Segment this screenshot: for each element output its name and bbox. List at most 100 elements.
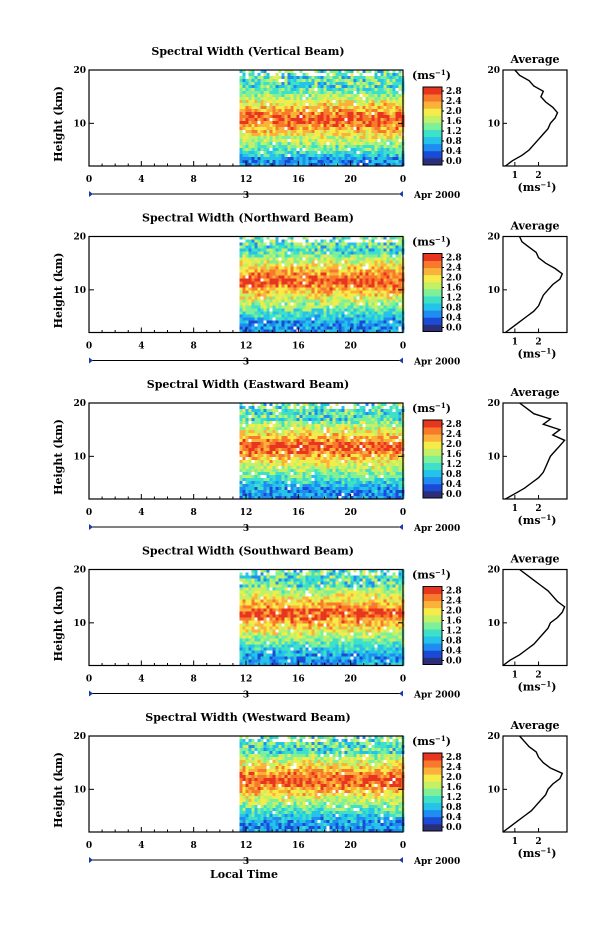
heatmap-cell	[275, 94, 279, 97]
heatmap-cell	[383, 284, 387, 288]
heatmap-cell	[320, 133, 324, 136]
heatmap-cell	[269, 475, 273, 478]
heatmap-cell	[326, 403, 330, 406]
heatmap-cell	[275, 490, 279, 493]
heatmap-cell	[239, 121, 243, 124]
heatmap-cell	[320, 490, 324, 493]
heatmap-cell	[359, 290, 363, 294]
heatmap-cell	[281, 427, 285, 430]
heatmap-cell	[257, 118, 261, 121]
heatmap-cell	[266, 421, 270, 424]
heatmap-cell	[365, 115, 369, 118]
heatmap-cell	[278, 493, 282, 496]
heatmap-cell	[272, 484, 276, 487]
heatmap-cell	[341, 457, 345, 460]
heatmap-cell	[248, 139, 252, 142]
heatmap-cell	[353, 439, 357, 442]
heatmap-cell	[389, 257, 393, 261]
heatmap-cell	[371, 245, 375, 249]
heatmap-cell	[350, 460, 354, 463]
heatmap-cell	[239, 317, 243, 321]
heatmap-cell	[326, 454, 330, 457]
heatmap-cell	[314, 305, 318, 309]
heatmap-cell	[302, 103, 306, 106]
heatmap-cell	[242, 469, 246, 472]
heatmap-cell	[284, 305, 288, 309]
heatmap-cell	[281, 136, 285, 139]
heatmap-cell	[287, 263, 291, 267]
heatmap-cell	[395, 269, 399, 273]
heatmap-cell	[284, 493, 288, 496]
heatmap-cell	[242, 287, 246, 291]
heatmap-cell	[347, 415, 351, 418]
heatmap-cell	[242, 281, 246, 285]
heatmap-cell	[374, 109, 378, 112]
heatmap-cell	[263, 136, 267, 139]
heatmap-cell	[263, 145, 267, 148]
heatmap-cell	[290, 463, 294, 466]
colorbar-swatch	[423, 260, 442, 269]
heatmap-cell	[386, 278, 390, 282]
heatmap-cell	[380, 460, 384, 463]
heatmap-cell	[368, 454, 372, 457]
heatmap-cell	[338, 272, 342, 276]
profile-frame	[502, 69, 568, 167]
heatmap-cell	[362, 326, 366, 330]
heatmap-cell	[287, 142, 291, 145]
heatmap-cell	[284, 121, 288, 124]
heatmap-cell	[272, 118, 276, 121]
heatmap-cell	[272, 472, 276, 475]
heatmap-cell	[392, 272, 396, 276]
heatmap-cell	[359, 472, 363, 475]
heatmap-cell	[347, 284, 351, 288]
heatmap-cell	[272, 490, 276, 493]
heatmap-cell	[350, 272, 354, 276]
heatmap-cell	[338, 97, 342, 100]
heatmap-cell	[245, 109, 249, 112]
heatmap-cell	[332, 302, 336, 306]
heatmap-cell	[350, 308, 354, 312]
heatmap-cell	[389, 251, 393, 255]
heatmap-cell	[392, 260, 396, 264]
heatmap-cell	[260, 148, 264, 151]
heatmap-cell	[278, 296, 282, 300]
heatmap-cell	[293, 457, 297, 460]
heatmap-cell	[290, 293, 294, 297]
heatmap-cell	[341, 157, 345, 160]
heatmap-cell	[344, 257, 348, 261]
heatmap-cell	[341, 475, 345, 478]
heatmap-cell	[305, 427, 309, 430]
heatmap-cell	[302, 293, 306, 297]
heatmap-cell	[323, 154, 327, 157]
heatmap-cell	[251, 257, 255, 261]
heatmap-cell	[311, 103, 315, 106]
heatmap-cell	[299, 293, 303, 297]
heatmap-cell	[266, 85, 270, 88]
heatmap-cell	[371, 145, 375, 148]
heatmap-cell	[263, 460, 267, 463]
heatmap-cell	[314, 160, 318, 163]
heatmap-cell	[371, 151, 375, 154]
heatmap-cell	[350, 91, 354, 94]
heatmap-cell	[278, 490, 282, 493]
heatmap-cell	[320, 284, 324, 288]
heatmap-cell	[332, 112, 336, 115]
heatmap-cell	[293, 106, 297, 109]
heatmap-cell	[308, 266, 312, 270]
heatmap-cell	[344, 260, 348, 264]
colorbar-tick-label: 2.8	[446, 254, 462, 264]
heatmap-cell	[260, 136, 264, 139]
heatmap-cell	[260, 421, 264, 424]
heatmap-cell	[341, 421, 345, 424]
heatmap-cell	[290, 281, 294, 285]
heatmap-cell	[362, 91, 366, 94]
heatmap-cell	[389, 302, 393, 306]
heatmap-cell	[338, 124, 342, 127]
heatmap-cell	[242, 445, 246, 448]
heatmap-cell	[353, 139, 357, 142]
heatmap-cell	[371, 451, 375, 454]
heatmap-cell	[338, 490, 342, 493]
heatmap-cell	[287, 103, 291, 106]
heatmap-cell	[263, 418, 267, 421]
heatmap-cell	[365, 469, 369, 472]
